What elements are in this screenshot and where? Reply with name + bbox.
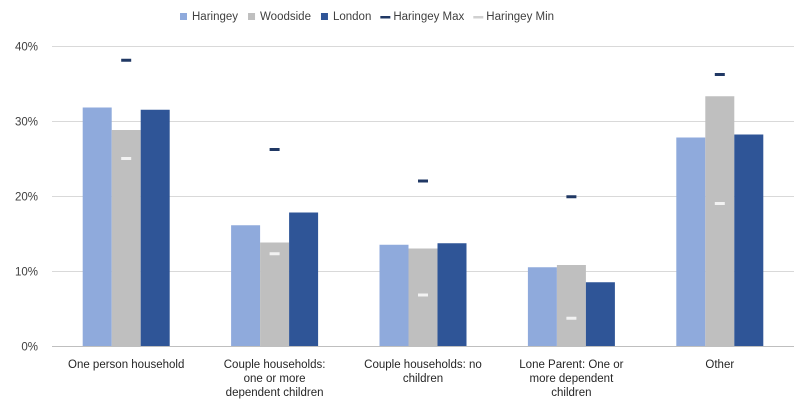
legend-item-woodside: Woodside bbox=[248, 11, 311, 23]
legend-swatch bbox=[473, 16, 484, 19]
bar-woodside bbox=[260, 242, 290, 346]
range-markers bbox=[121, 58, 725, 320]
legend-label: Haringey Max bbox=[393, 11, 464, 23]
y-tick-label: 0% bbox=[21, 342, 38, 354]
category-label: Couple households: no children bbox=[364, 359, 482, 385]
bar-london bbox=[140, 109, 170, 346]
marker-haringey-min bbox=[566, 316, 577, 320]
legend: Haringey Woodside London Haringey Max Haring… bbox=[180, 11, 554, 23]
marker-haringey-min bbox=[121, 157, 132, 160]
legend-item-london: London bbox=[320, 11, 371, 23]
bar-woodside bbox=[111, 130, 141, 346]
legend-swatch bbox=[320, 13, 328, 20]
category-label: Couple households: one or more dependent c… bbox=[224, 359, 326, 399]
bar-haringey bbox=[82, 107, 112, 346]
legend-swatch bbox=[248, 13, 256, 20]
bar-haringey bbox=[527, 267, 557, 346]
y-tick-label: 10% bbox=[15, 267, 38, 279]
bar-london bbox=[734, 134, 764, 346]
marker-haringey-max bbox=[269, 148, 280, 151]
marker-haringey-min bbox=[418, 293, 428, 297]
marker-haringey-max bbox=[714, 73, 725, 76]
bar-haringey bbox=[676, 137, 706, 346]
legend-label: Haringey bbox=[192, 11, 238, 23]
marker-haringey-max bbox=[566, 195, 577, 199]
legend-label: Woodside bbox=[260, 11, 311, 23]
marker-haringey-min bbox=[269, 252, 280, 256]
x-axis-category-labels: One person household Couple households: on… bbox=[68, 359, 734, 399]
bar-haringey bbox=[231, 225, 261, 346]
bar-london bbox=[289, 212, 319, 346]
y-axis-tick-labels: 0% 10% 20% 30% 40% bbox=[15, 42, 38, 354]
marker-haringey-max bbox=[121, 58, 132, 62]
legend-swatch bbox=[180, 13, 187, 20]
bar-haringey bbox=[379, 244, 409, 346]
bar-woodside bbox=[408, 248, 438, 346]
legend-item-haringey-max: Haringey Max bbox=[380, 11, 465, 23]
legend-item-haringey: Haringey bbox=[180, 11, 238, 23]
legend-item-haringey-min: Haringey Min bbox=[473, 11, 554, 23]
category-label: One person household bbox=[68, 359, 184, 371]
bar-woodside bbox=[705, 96, 735, 346]
bar-woodside bbox=[556, 265, 586, 346]
legend-label: London bbox=[333, 11, 371, 23]
marker-haringey-max bbox=[418, 179, 428, 183]
y-tick-label: 20% bbox=[15, 192, 38, 204]
gridlines bbox=[52, 46, 794, 347]
bar-london bbox=[585, 282, 615, 346]
legend-label: Haringey Min bbox=[486, 11, 554, 23]
legend-swatch bbox=[380, 16, 391, 19]
y-tick-label: 30% bbox=[15, 117, 38, 129]
marker-haringey-min bbox=[714, 202, 725, 205]
bar-london bbox=[437, 243, 467, 346]
category-label: Lone Parent: One or more dependent childre… bbox=[519, 359, 623, 399]
bars bbox=[82, 96, 764, 346]
category-label: Other bbox=[705, 359, 734, 371]
y-tick-label: 40% bbox=[15, 42, 38, 54]
